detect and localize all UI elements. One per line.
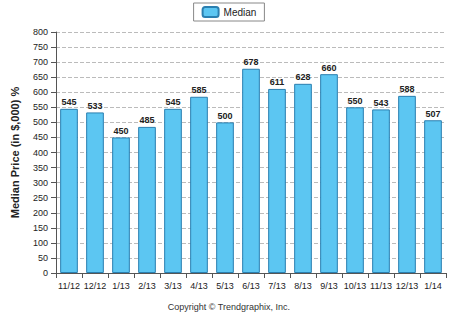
- svg-text:588: 588: [399, 84, 414, 94]
- svg-text:545: 545: [61, 97, 76, 107]
- svg-text:628: 628: [295, 72, 310, 82]
- svg-text:545: 545: [165, 97, 180, 107]
- svg-text:11/12: 11/12: [58, 281, 80, 291]
- svg-text:5/13: 5/13: [216, 281, 234, 291]
- svg-text:8/13: 8/13: [294, 281, 312, 291]
- svg-text:611: 611: [270, 77, 285, 87]
- svg-text:350: 350: [33, 163, 48, 173]
- svg-text:250: 250: [33, 193, 48, 203]
- svg-text:660: 660: [321, 63, 336, 73]
- svg-text:11/13: 11/13: [370, 281, 392, 291]
- svg-text:533: 533: [87, 101, 102, 111]
- svg-text:50: 50: [38, 253, 48, 263]
- svg-text:9/13: 9/13: [320, 281, 338, 291]
- svg-text:Median: Median: [224, 7, 257, 18]
- svg-text:2/13: 2/13: [138, 281, 156, 291]
- svg-text:1/14: 1/14: [424, 281, 442, 291]
- svg-text:550: 550: [347, 96, 362, 106]
- svg-text:450: 450: [113, 126, 128, 136]
- svg-text:Median Price (in $,000) %: Median Price (in $,000) %: [9, 87, 21, 219]
- svg-text:585: 585: [191, 85, 206, 95]
- svg-text:100: 100: [33, 238, 48, 248]
- svg-text:7/13: 7/13: [268, 281, 286, 291]
- svg-text:150: 150: [33, 223, 48, 233]
- svg-text:700: 700: [33, 57, 48, 67]
- svg-text:485: 485: [139, 115, 154, 125]
- svg-text:10/13: 10/13: [344, 281, 367, 291]
- svg-text:6/13: 6/13: [242, 281, 260, 291]
- svg-text:507: 507: [425, 109, 440, 119]
- svg-text:600: 600: [33, 87, 48, 97]
- svg-text:450: 450: [33, 132, 48, 142]
- svg-text:12/12: 12/12: [84, 281, 107, 291]
- svg-text:300: 300: [33, 178, 48, 188]
- svg-text:4/13: 4/13: [190, 281, 208, 291]
- svg-text:678: 678: [243, 57, 258, 67]
- svg-text:3/13: 3/13: [164, 281, 182, 291]
- svg-text:750: 750: [33, 42, 48, 52]
- svg-text:543: 543: [373, 98, 388, 108]
- svg-text:1/13: 1/13: [112, 281, 130, 291]
- svg-text:550: 550: [33, 102, 48, 112]
- svg-text:650: 650: [33, 72, 48, 82]
- svg-text:Copyright © Trendgraphix, Inc.: Copyright © Trendgraphix, Inc.: [168, 302, 290, 312]
- svg-text:200: 200: [33, 208, 48, 218]
- svg-text:400: 400: [33, 148, 48, 158]
- svg-text:800: 800: [33, 27, 48, 37]
- svg-text:0: 0: [43, 268, 48, 278]
- svg-text:500: 500: [217, 111, 232, 121]
- svg-text:12/13: 12/13: [396, 281, 419, 291]
- svg-text:500: 500: [33, 117, 48, 127]
